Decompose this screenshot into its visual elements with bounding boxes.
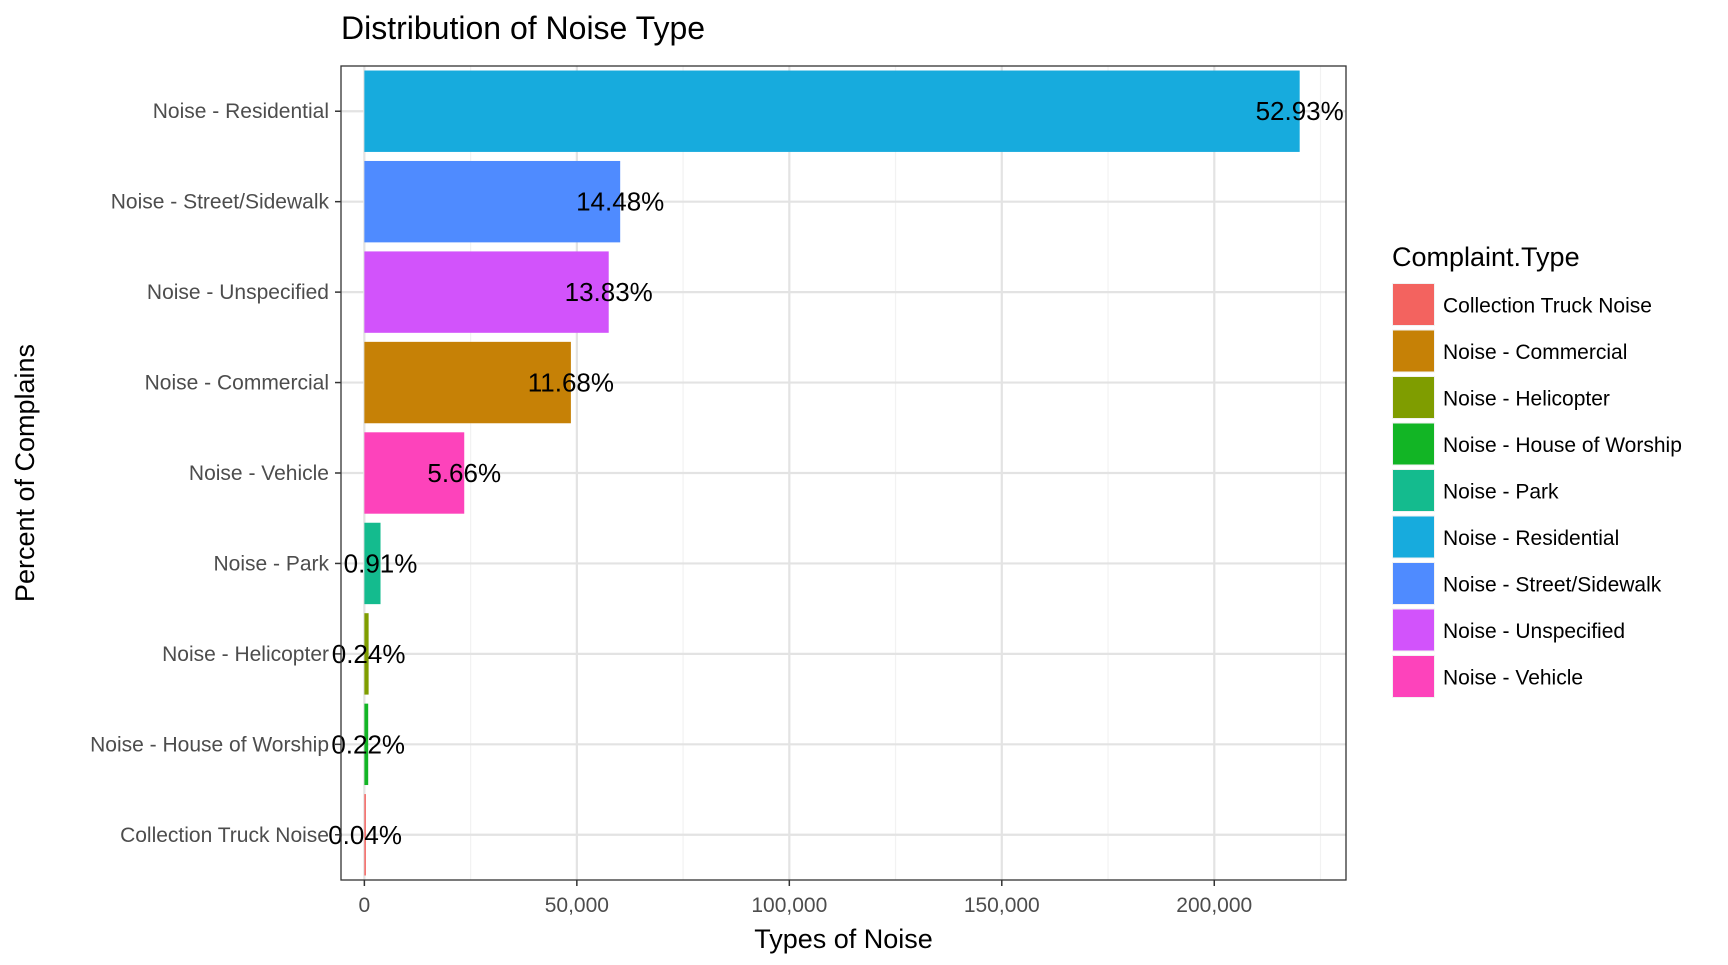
y-tick-label: Noise - Vehicle xyxy=(189,462,329,485)
legend-label-noise-residential: Noise - Residential xyxy=(1443,527,1619,550)
bar-noise-house-of-worship xyxy=(364,703,369,786)
legend-swatch-noise-unspecified xyxy=(1393,609,1434,651)
legend-label-noise-commercial: Noise - Commercial xyxy=(1443,341,1627,364)
legend-swatch-collection-truck-noise xyxy=(1393,284,1434,325)
legend-items: Collection Truck Noise Noise - Commercial… xyxy=(1392,283,1682,698)
bar-collection-truck-noise xyxy=(364,794,366,876)
data-label-noise-commercial: 11.68% xyxy=(528,368,614,398)
legend-swatch-noise-park xyxy=(1393,470,1434,511)
legend-label-noise-park: Noise - Park xyxy=(1443,481,1559,504)
bar-noise-unspecified xyxy=(364,251,609,333)
x-tick-label: 0 xyxy=(359,894,371,917)
x-tick-label: 200,000 xyxy=(1176,894,1252,917)
y-tick-label: Noise - Helicopter xyxy=(162,643,329,666)
data-label-noise-street-sidewalk: 14.48% xyxy=(576,187,664,217)
y-tick-label: Collection Truck Noise xyxy=(120,824,329,847)
data-label-noise-helicopter: 0.24% xyxy=(332,639,406,669)
legend-label-noise-street-sidewalk: Noise - Street/Sidewalk xyxy=(1443,574,1662,597)
legend: Complaint.Type Collection Truck Noise Noi… xyxy=(1392,242,1682,698)
y-tick-label: Noise - Park xyxy=(213,552,329,575)
legend-label-noise-house-of-worship: Noise - House of Worship xyxy=(1443,434,1682,457)
legend-swatch-noise-helicopter xyxy=(1393,377,1434,418)
legend-swatch-noise-vehicle xyxy=(1393,656,1434,697)
data-label-noise-residential: 52.93% xyxy=(1256,96,1344,126)
chart-title: Distribution of Noise Type xyxy=(341,10,705,46)
bars-layer xyxy=(364,70,1300,876)
bar-noise-residential xyxy=(364,70,1300,152)
data-labels-layer: 52.93% 14.48% 13.83% 11.68% 5.66% 0.91% 0.24% 0… xyxy=(328,96,1344,850)
bar-noise-vehicle xyxy=(364,432,465,514)
legend-label-noise-unspecified: Noise - Unspecified xyxy=(1443,620,1625,643)
legend-title: Complaint.Type xyxy=(1392,242,1580,272)
y-axis-title: Percent of Complains xyxy=(10,344,40,602)
y-tick-label: Noise - House of Worship xyxy=(90,733,329,756)
x-tick-label: 50,000 xyxy=(545,894,609,917)
y-tick-label: Noise - Street/Sidewalk xyxy=(111,191,330,214)
legend-swatch-noise-residential xyxy=(1393,516,1434,558)
data-label-noise-unspecified: 13.83% xyxy=(565,277,653,307)
y-tick-label: Noise - Commercial xyxy=(145,372,329,395)
legend-swatch-noise-commercial xyxy=(1393,330,1434,372)
bar-noise-street-sidewalk xyxy=(364,160,621,243)
x-axis-title: Types of Noise xyxy=(754,924,933,954)
legend-label-noise-vehicle: Noise - Vehicle xyxy=(1443,667,1583,690)
data-label-noise-house-of-worship: 0.22% xyxy=(331,729,405,759)
legend-swatch-noise-house-of-worship xyxy=(1393,423,1434,465)
x-tick-label: 150,000 xyxy=(964,894,1040,917)
y-tick-label: Noise - Residential xyxy=(153,100,329,123)
legend-label-collection-truck-noise: Collection Truck Noise xyxy=(1443,295,1652,318)
bar-noise-helicopter xyxy=(364,613,369,695)
data-label-noise-vehicle: 5.66% xyxy=(427,458,501,488)
bar-noise-commercial xyxy=(364,341,571,424)
axis-layer: Noise - Residential Noise - Street/Sidewa… xyxy=(90,100,1252,917)
y-tick-label: Noise - Unspecified xyxy=(147,281,329,304)
legend-swatch-noise-street-sidewalk xyxy=(1393,563,1434,604)
bar-noise-park xyxy=(364,522,381,605)
data-label-noise-park: 0.91% xyxy=(344,548,418,578)
x-tick-label: 100,000 xyxy=(751,894,827,917)
legend-label-noise-helicopter: Noise - Helicopter xyxy=(1443,388,1610,411)
